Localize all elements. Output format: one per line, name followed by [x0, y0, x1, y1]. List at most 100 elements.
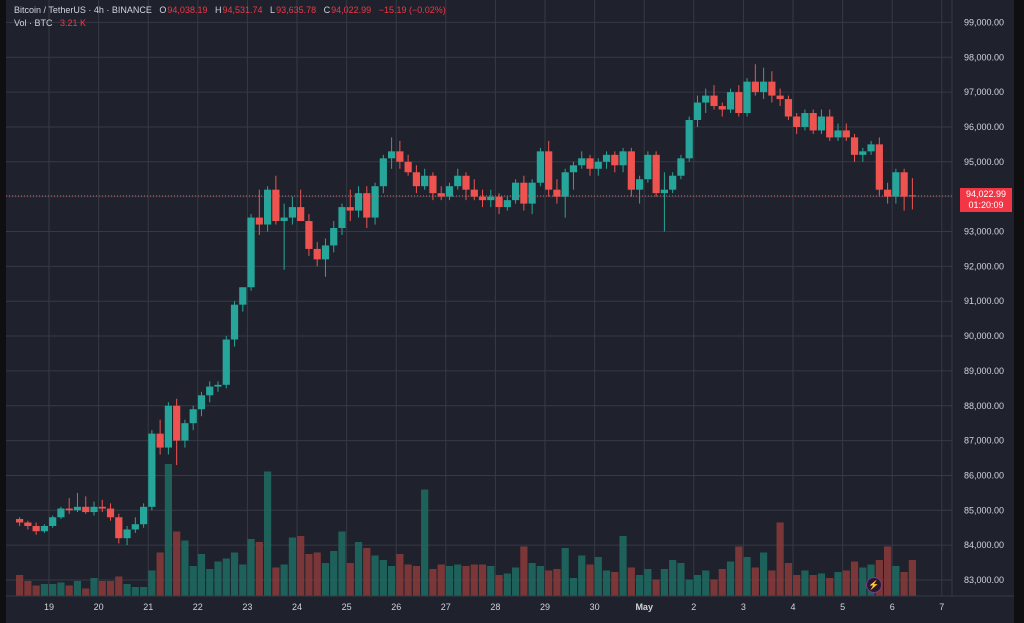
- volume-bar: [379, 560, 387, 596]
- candle-body: [743, 81, 751, 114]
- candle-body: [718, 106, 726, 110]
- candle-body: [636, 179, 644, 190]
- volume-bar: [594, 557, 602, 596]
- volume-label[interactable]: Vol · BTC: [14, 18, 53, 28]
- symbol-title[interactable]: Bitcoin / TetherUS · 4h · BINANCE: [14, 5, 152, 15]
- candle-body: [900, 172, 908, 197]
- y-tick-label: 99,000.00: [964, 17, 1004, 27]
- candle-body: [892, 172, 900, 197]
- candle-body: [536, 151, 544, 183]
- candle-body: [751, 81, 759, 93]
- candle-body: [520, 182, 528, 204]
- last-price-tag: 94,022.99 01:20:09: [960, 188, 1012, 212]
- candle-body: [230, 304, 239, 340]
- chart-area[interactable]: 99,000.00 98,000.00 97,000.00 96,000.00 95,0…: [6, 0, 1014, 623]
- volume-bar: [454, 564, 462, 596]
- candle-body: [354, 193, 363, 211]
- volume-bar: [619, 536, 627, 596]
- volume-bar: [214, 561, 222, 596]
- volume-bar: [462, 566, 470, 596]
- volume-bar: [586, 564, 594, 596]
- candle-body: [627, 151, 635, 190]
- candle-body: [834, 130, 842, 138]
- candle-body: [776, 95, 784, 100]
- lightning-icon[interactable]: ⚡: [866, 577, 882, 593]
- candle-body: [338, 207, 346, 229]
- volume-bar: [57, 582, 65, 596]
- volume-bar: [164, 464, 172, 596]
- low-value: 93,635.78: [276, 5, 317, 15]
- candle-body: [809, 113, 817, 131]
- change-value: −15.19 (−0.02%): [378, 5, 446, 15]
- volume-bar: [512, 567, 520, 596]
- candle-body: [611, 154, 619, 166]
- x-tick-label: 22: [193, 602, 203, 612]
- candle-body: [602, 154, 611, 162]
- candle-body: [817, 116, 826, 131]
- candle-body: [239, 287, 247, 305]
- candle-body: [57, 508, 65, 518]
- candle-body: [288, 207, 296, 218]
- candle-body: [49, 517, 57, 526]
- candle-body: [462, 175, 470, 190]
- bar-countdown: 01:20:09: [968, 200, 1004, 210]
- candle-body: [644, 154, 652, 180]
- candle-body: [321, 245, 330, 260]
- candle-body: [181, 423, 189, 441]
- volume-bar: [528, 563, 536, 596]
- candle-body: [850, 137, 859, 155]
- close-value: 94,022.99: [331, 5, 372, 15]
- candle-body: [363, 193, 371, 218]
- candle-body: [784, 99, 792, 117]
- volume-bar: [106, 581, 115, 596]
- candle-body: [197, 395, 206, 410]
- volume-bar: [40, 584, 48, 596]
- volume-bar: [82, 588, 90, 596]
- candle-body: [330, 228, 338, 246]
- candle-body: [123, 529, 131, 539]
- candle-body: [569, 165, 578, 173]
- x-tick-label: 27: [441, 602, 451, 612]
- volume-bar: [222, 558, 230, 596]
- candle-body: [106, 508, 115, 518]
- y-tick-label: 87,000.00: [964, 436, 1004, 446]
- volume-bar: [123, 584, 131, 596]
- volume-bar: [892, 566, 900, 596]
- candle-body: [487, 196, 495, 201]
- volume-bar: [487, 566, 495, 596]
- candle-body: [412, 172, 420, 187]
- volume-bar: [685, 579, 693, 596]
- symbol-legend: Bitcoin / TetherUS · 4h · BINANCE O94,03…: [14, 5, 447, 15]
- volume-bar: [173, 531, 181, 596]
- volume-bar: [644, 569, 652, 596]
- x-tick-label: 29: [540, 602, 550, 612]
- volume-bar: [718, 569, 726, 596]
- x-tick-label: 23: [242, 602, 252, 612]
- candle-body: [189, 409, 197, 424]
- volume-bar: [346, 563, 354, 596]
- candle-body: [495, 196, 503, 208]
- volume-bar: [49, 584, 57, 596]
- time-axis[interactable]: [6, 596, 1014, 623]
- candle-body: [594, 161, 602, 169]
- volume-bar: [503, 573, 511, 596]
- candle-body: [32, 525, 40, 532]
- x-tick-label: 19: [44, 602, 54, 612]
- volume-bar: [24, 581, 32, 596]
- volume-bar: [321, 563, 330, 596]
- y-tick-label: 92,000.00: [964, 261, 1004, 271]
- candle-body: [760, 81, 768, 93]
- volume-bar: [859, 567, 867, 596]
- volume-bar: [900, 572, 908, 596]
- volume-bar: [140, 587, 148, 596]
- volume-bar: [288, 537, 296, 596]
- volume-bar: [627, 567, 635, 596]
- candle-body: [652, 154, 660, 194]
- y-tick-label: 83,000.00: [964, 575, 1004, 585]
- candle-body: [478, 196, 487, 201]
- candle-body: [404, 161, 412, 173]
- candlestick-chart[interactable]: 99,000.00 98,000.00 97,000.00 96,000.00 95,0…: [6, 0, 1014, 623]
- candle-body: [140, 506, 148, 525]
- candle-body: [206, 386, 214, 396]
- volume-bar: [553, 569, 561, 596]
